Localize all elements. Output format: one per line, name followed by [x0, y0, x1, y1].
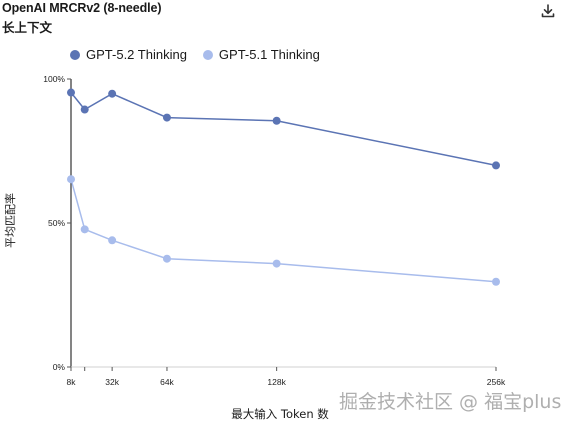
x-tick-label: 8k [67, 377, 77, 387]
legend-label-series-0: GPT-5.2 Thinking [86, 47, 187, 62]
legend-item-series-1[interactable]: GPT-5.1 Thinking [202, 47, 320, 62]
data-point-series-1 [162, 254, 171, 263]
legend-dot-series-0 [70, 49, 80, 60]
series-line-1 [70, 179, 497, 283]
chart-title: OpenAI MRCRv2 (8-needle) [2, 1, 162, 15]
data-point-series-1 [108, 236, 117, 245]
legend-item-series-0[interactable]: GPT-5.2 Thinking [70, 47, 187, 62]
data-point-series-0 [108, 89, 117, 98]
legend-label-series-1: GPT-5.1 Thinking [218, 47, 320, 62]
x-tick-label: 256k [487, 377, 506, 387]
legend-dot-series-1 [202, 49, 213, 60]
download-icon[interactable] [539, 2, 557, 20]
data-point-series-1 [492, 277, 500, 286]
y-tick-label: 50% [48, 218, 65, 228]
data-point-series-0 [67, 88, 75, 97]
data-point-series-1 [272, 259, 281, 268]
x-tick-label: 64k [160, 377, 174, 387]
series-line-0 [70, 92, 497, 167]
x-axis-label: 最大输入 Token 数 [231, 407, 329, 421]
data-point-series-1 [80, 225, 89, 234]
y-tick-label: 0% [53, 362, 66, 372]
data-point-series-0 [272, 116, 281, 125]
data-point-series-0 [162, 113, 171, 122]
y-tick-label: 100% [43, 74, 65, 84]
y-axis-label: 平均匹配率 [4, 193, 17, 248]
chart-legend: GPT-5.2 Thinking GPT-5.1 Thinking [70, 47, 336, 62]
x-tick-label: 128k [267, 377, 286, 387]
data-point-series-0 [80, 105, 89, 114]
x-tick-label: 32k [105, 377, 119, 387]
data-point-series-1 [67, 175, 75, 184]
data-point-series-0 [492, 161, 500, 170]
chart-subtitle: 长上下文 [2, 20, 53, 35]
